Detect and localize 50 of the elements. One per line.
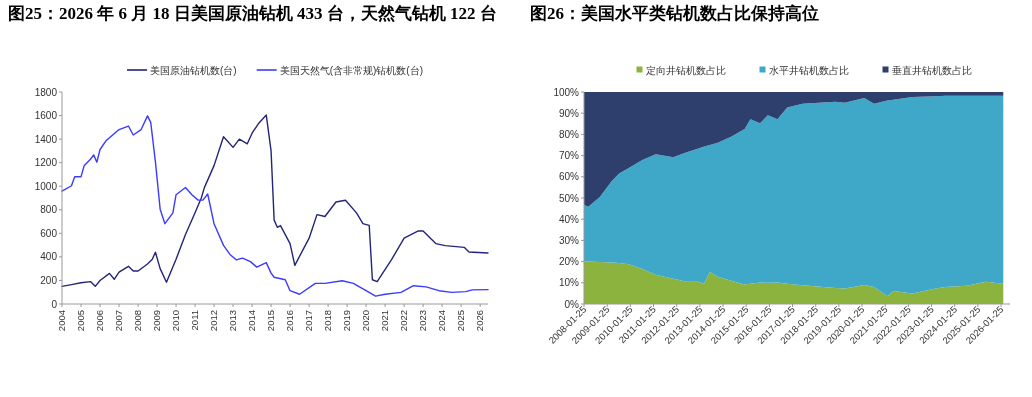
y-tick-label: 1800	[34, 86, 58, 98]
chart-title: 图26：美国水平类钻机数占比保持高位	[529, 3, 820, 25]
x-tick-label: 2024	[436, 310, 448, 332]
x-tick-label: 2023	[417, 310, 429, 332]
y-tick-label: 0	[51, 298, 58, 310]
x-tick-label: 2009	[151, 310, 163, 332]
y-tick-label: 60%	[558, 171, 580, 183]
legend-label: 垂直井钻机数占比	[891, 64, 972, 76]
y-tick-label: 1600	[34, 110, 58, 122]
y-tick-label: 30%	[558, 234, 580, 246]
y-tick-label: 90%	[558, 107, 580, 119]
x-tick-label: 2021	[379, 310, 391, 332]
y-tick-label: 1000	[34, 180, 58, 192]
y-tick-label: 1400	[34, 133, 58, 145]
y-tick-label: 600	[40, 227, 58, 239]
x-tick-label: 2005	[75, 310, 87, 332]
x-tick-label: 2017	[303, 310, 315, 332]
y-tick-label: 10%	[558, 277, 580, 289]
y-tick-label: 1200	[34, 157, 58, 169]
y-tick-label: 20%	[558, 256, 580, 268]
x-tick-label: 2016	[284, 310, 296, 332]
y-tick-label: 40%	[558, 213, 580, 225]
x-tick-label: 2012	[208, 310, 220, 332]
x-tick-label: 2014	[246, 310, 258, 332]
y-tick-label: 400	[40, 251, 58, 263]
y-tick-label: 800	[40, 204, 58, 216]
legend-label: 水平井钻机数占比	[768, 64, 849, 76]
x-tick-label: 2013	[227, 310, 239, 332]
chart-title: 图25：2026 年 6 月 18 日美国原油钻机 433 台，天然气钻机 122 台	[7, 3, 498, 25]
legend-label: 美国原油钻机数(台)	[150, 64, 237, 76]
y-tick-label: 80%	[558, 128, 580, 140]
y-tick-label: 100%	[553, 86, 580, 98]
x-tick-label: 2020	[360, 310, 372, 332]
y-tick-label: 70%	[558, 150, 580, 162]
x-tick-label: 2019	[341, 310, 353, 332]
x-tick-label: 2008	[132, 310, 144, 332]
x-tick-label: 2010	[170, 310, 182, 332]
y-tick-label: 50%	[558, 192, 580, 204]
x-tick-label: 2026	[474, 310, 486, 332]
x-tick-label: 2022	[398, 310, 410, 332]
x-tick-label: 2007	[113, 310, 125, 332]
x-tick-label: 2015	[265, 310, 277, 332]
x-tick-label: 2004	[56, 310, 67, 332]
y-tick-label: 200	[40, 274, 58, 286]
x-tick-label: 2006	[94, 310, 106, 332]
legend-label: 定向井钻机数占比	[645, 64, 726, 76]
x-tick-label: 2018	[322, 310, 334, 332]
x-tick-label: 2025	[455, 310, 467, 332]
legend-label: 美国天然气(含非常规)钻机数(台)	[279, 64, 423, 76]
x-tick-label: 2011	[189, 310, 201, 331]
